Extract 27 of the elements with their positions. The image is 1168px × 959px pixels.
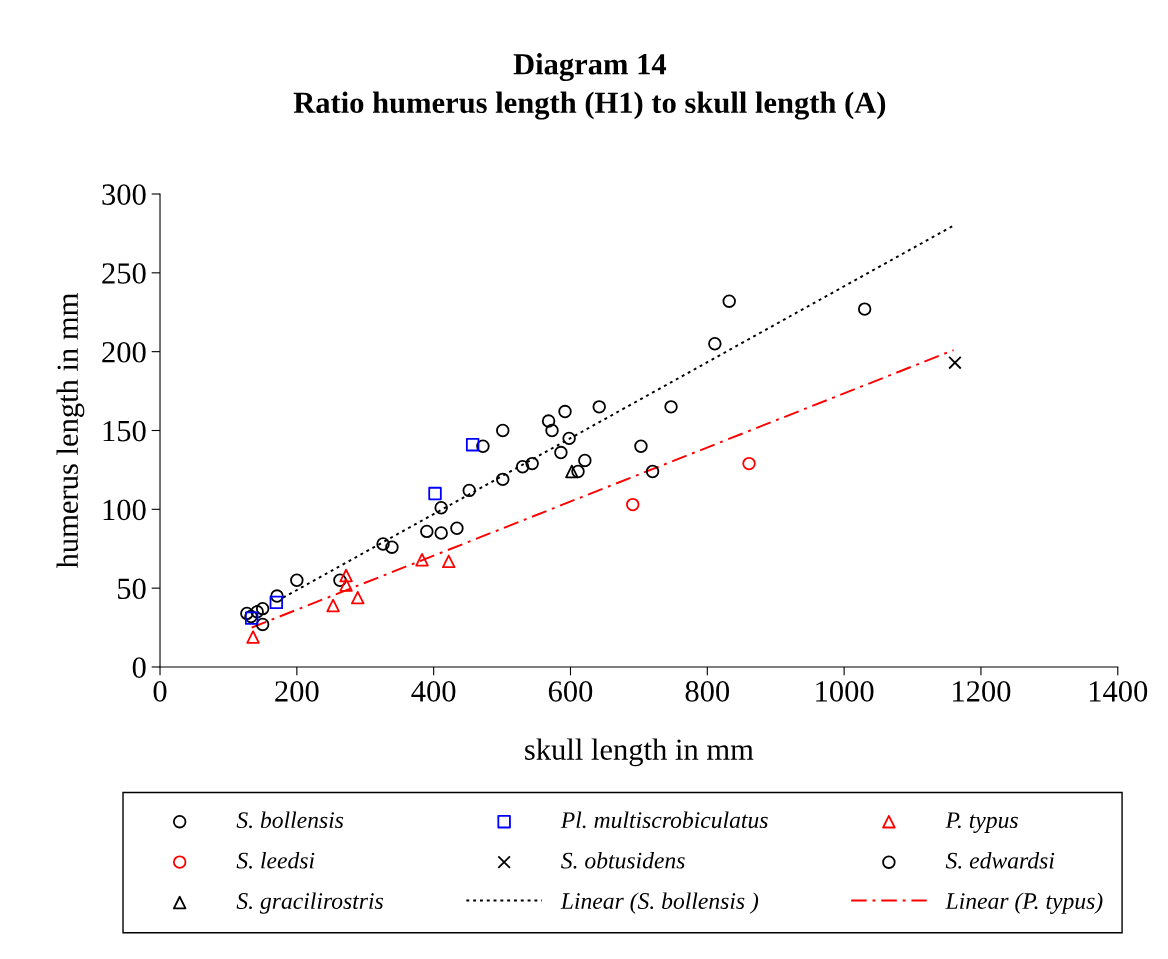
y-tick-label: 0 [132, 657, 146, 678]
y-tick-label: 200 [102, 341, 146, 363]
x-tick-label: 200 [275, 681, 319, 702]
x-tick-label: 0 [153, 681, 167, 702]
x-tick-label: 400 [411, 681, 456, 702]
legend-label: Linear (S. bollensis ) [560, 892, 759, 914]
legend-label: S. bollensis [236, 811, 344, 829]
legend-label: Linear (P. typus) [945, 892, 1103, 914]
legend-label: S. leedsi [236, 851, 315, 869]
x-tick-label: 600 [548, 681, 593, 702]
chart-title: Diagram 14 Ratio humerus length (H1) to skull length (A) [293, 53, 886, 120]
y-axis-title: humerus length in mm [56, 293, 85, 569]
x-tick-label: 800 [685, 681, 730, 702]
x-tick-label: 1200 [953, 681, 1011, 702]
y-tick-label: 100 [103, 499, 146, 521]
x-tick-label: 1000 [816, 681, 874, 702]
legend-label: P. typus [945, 812, 1018, 833]
y-tick-label: 250 [102, 263, 146, 284]
legend-label: S. edwardsi [945, 852, 1055, 869]
legend-label: S. gracilirostris [236, 892, 383, 914]
y-tick-label: 50 [118, 578, 146, 600]
x-axis-title: skull length in mm [525, 738, 754, 767]
legend-label: Pl. multiscrobiculatus [560, 811, 768, 829]
x-tick-label: 1400 [1089, 681, 1148, 702]
y-tick-label: 300 [102, 184, 146, 205]
legend-label: S. obtusidens [561, 851, 685, 869]
y-tick-label: 150 [103, 420, 146, 442]
